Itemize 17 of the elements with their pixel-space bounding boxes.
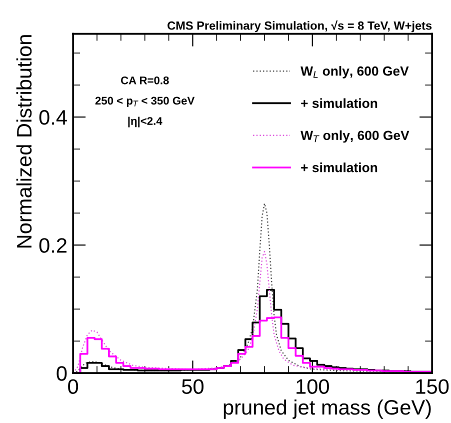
annotation: CA R=0.8	[120, 76, 169, 84]
annotation: 250 < p$_{T}$ < 350 GeV	[95, 96, 195, 107]
y-tick-label: 0.2	[39, 238, 66, 253]
x-tick-label: 100	[296, 379, 329, 394]
y-tick-label: 0.4	[39, 110, 67, 125]
y-tick-label: 0	[56, 366, 67, 381]
chart-title: CMS Preliminary Simulation, √s = 8 TeV, W+jets	[168, 20, 432, 32]
x-tick-label: 150	[416, 379, 449, 394]
legend-label: + simulation	[301, 98, 378, 108]
legend-label: + simulation	[301, 162, 378, 172]
x-tick-label: 50	[182, 379, 204, 394]
annotation: |η|<2.4	[128, 116, 162, 128]
x-axis-title: pruned jet mass (GeV)	[224, 399, 431, 419]
x-tick-label: 0	[68, 379, 78, 394]
y-axis-title: Normalized Distribution	[16, 35, 32, 248]
legend-label: W$_{T}$ only, 600 GeV	[300, 130, 410, 143]
legend-label: W$_{L}$ only, 600 GeV	[300, 66, 409, 78]
